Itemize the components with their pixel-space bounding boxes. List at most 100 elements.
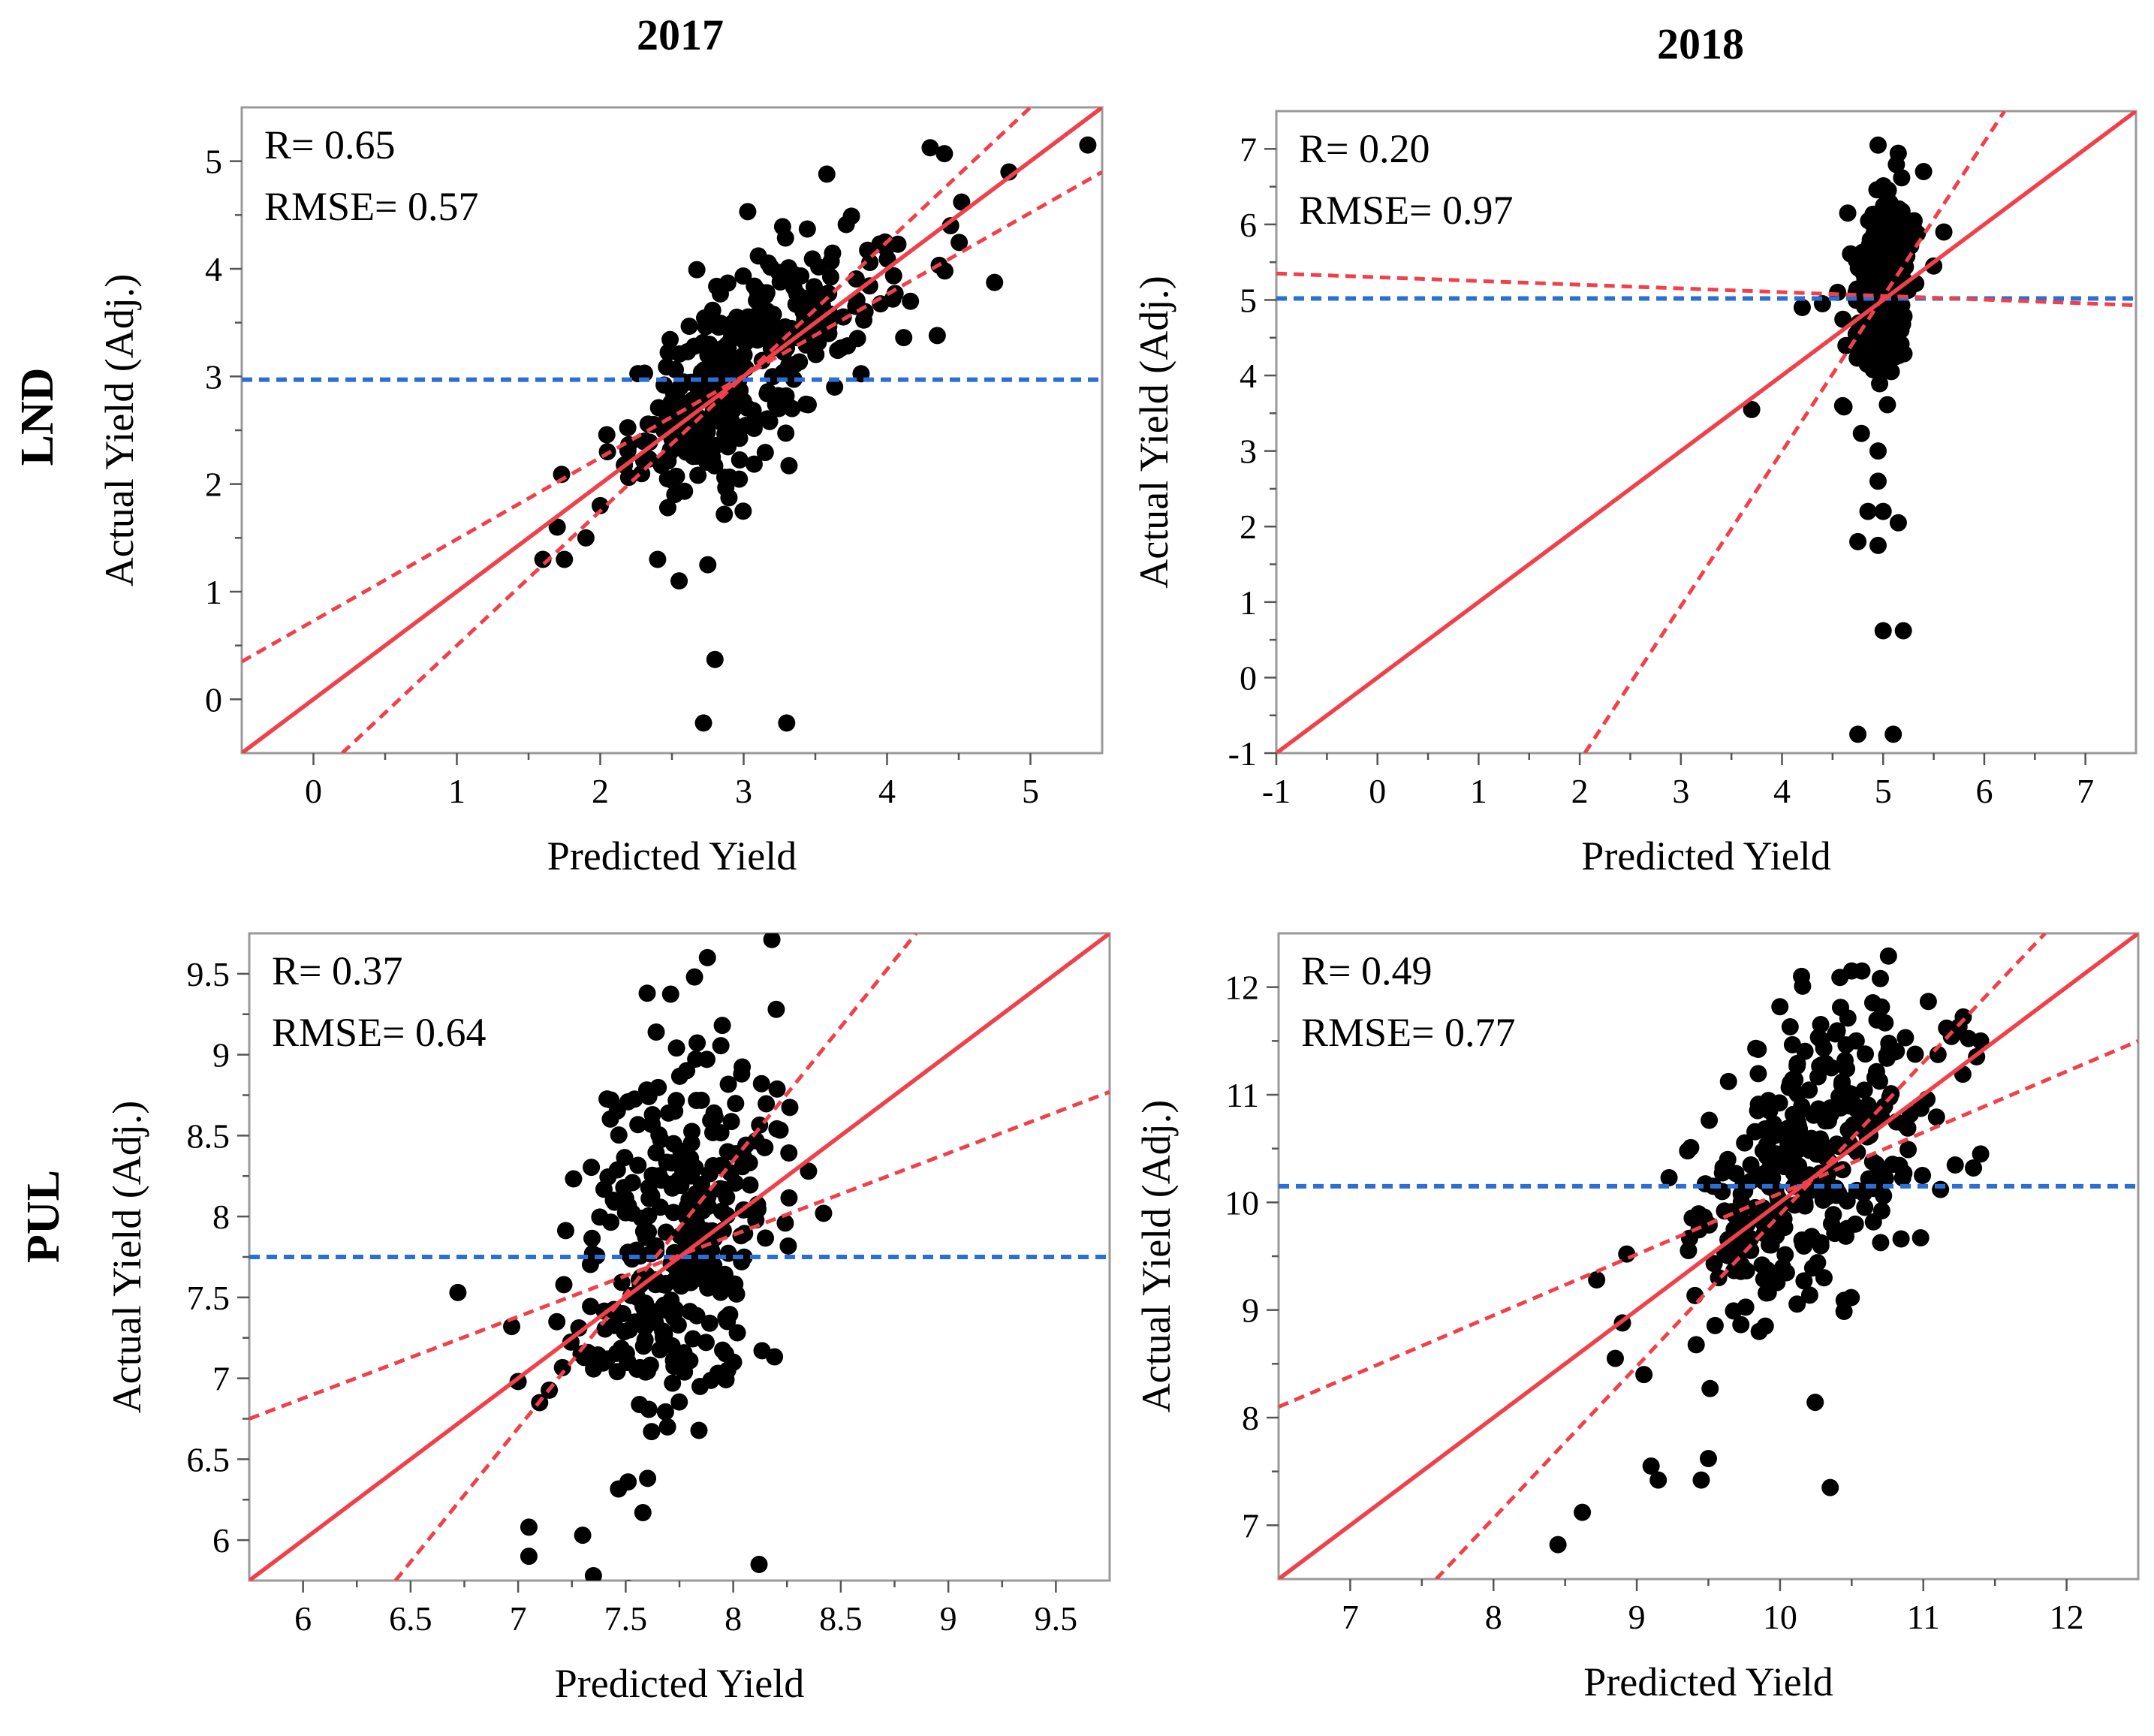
scatter-point bbox=[1889, 238, 1907, 256]
scatter-point bbox=[1758, 1284, 1776, 1302]
scatter-point bbox=[747, 1211, 765, 1229]
scatter-point bbox=[1821, 1099, 1839, 1117]
scatter-point bbox=[1972, 1145, 1990, 1163]
plot-area bbox=[242, 107, 1102, 753]
x-tick-label: 6.5 bbox=[389, 1599, 432, 1638]
scatter-point bbox=[1870, 1072, 1888, 1090]
scatter-point bbox=[1833, 396, 1851, 414]
x-tick-label: 3 bbox=[735, 772, 752, 810]
y-tick-label: 9 bbox=[1242, 1291, 1259, 1330]
scatter-point bbox=[1679, 1142, 1697, 1160]
scatter-point bbox=[1821, 1478, 1839, 1496]
scatter-point bbox=[582, 1297, 600, 1316]
scatter-point bbox=[1872, 345, 1890, 363]
scatter-point bbox=[1706, 1316, 1724, 1334]
scatter-point bbox=[763, 933, 781, 948]
x-tick-label: 2 bbox=[1571, 772, 1589, 810]
scatter-point bbox=[1761, 1102, 1779, 1120]
scatter-point bbox=[1899, 1119, 1917, 1137]
x-tick-label: 10 bbox=[1763, 1598, 1797, 1636]
scatter-point bbox=[583, 1229, 601, 1247]
scatter-point bbox=[638, 1081, 656, 1099]
scatter-point bbox=[1826, 1225, 1844, 1243]
scatter-point bbox=[716, 406, 734, 424]
scatter-point bbox=[1867, 1156, 1885, 1174]
rmse-annotation: RMSE= 0.97 bbox=[1299, 188, 1514, 233]
scatter-point bbox=[986, 273, 1004, 291]
scatter-point bbox=[1887, 200, 1905, 219]
x-tick-label: 1 bbox=[1470, 772, 1487, 810]
scatter-point bbox=[739, 203, 757, 221]
scatter-point bbox=[1911, 1228, 1930, 1246]
scatter-point bbox=[703, 1110, 722, 1128]
y-tick-label: 1 bbox=[1240, 583, 1257, 622]
scatter-point bbox=[794, 296, 812, 314]
scatter-point bbox=[709, 318, 728, 336]
scatter-point bbox=[565, 1170, 583, 1188]
scatter-point bbox=[1882, 1085, 1900, 1103]
panel-pul-2018: 7 8 9 10 11 12 7 8 9 10 11 12 Predicted Yield Actual … bbox=[1134, 932, 2140, 1704]
y-tick-label: 8 bbox=[212, 1198, 230, 1236]
scatter-point bbox=[712, 1124, 730, 1142]
scatter-point bbox=[935, 262, 953, 280]
scatter-point bbox=[577, 529, 595, 547]
scatter-point bbox=[691, 1377, 709, 1395]
scatter-point bbox=[1700, 1449, 1717, 1467]
scatter-point bbox=[1914, 162, 1933, 180]
y-tick-label: 3 bbox=[205, 357, 222, 396]
scatter-point bbox=[1946, 1156, 1964, 1174]
scatter-point bbox=[639, 1362, 657, 1380]
scatter-point bbox=[1914, 1166, 1932, 1184]
scatter-point bbox=[722, 1113, 740, 1131]
scatter-point bbox=[1806, 1394, 1824, 1412]
y-tick-label: 1 bbox=[205, 573, 222, 611]
scatter-point bbox=[1606, 1349, 1624, 1367]
scatter-point bbox=[1884, 309, 1902, 327]
scatter-point bbox=[1800, 1286, 1818, 1304]
scatter-point bbox=[619, 419, 637, 437]
scatter-point bbox=[649, 399, 667, 417]
x-tick-label: 7 bbox=[1342, 1598, 1359, 1636]
scatter-point bbox=[613, 1273, 631, 1291]
scatter-point bbox=[1869, 214, 1887, 232]
scatter-point bbox=[780, 457, 798, 475]
scatter-point bbox=[1786, 1071, 1804, 1089]
scatter-point bbox=[1875, 1186, 1893, 1204]
scatter-point bbox=[658, 499, 676, 517]
scatter-point bbox=[694, 1195, 712, 1213]
scatter-point bbox=[1890, 346, 1908, 364]
scatter-point bbox=[1820, 1112, 1838, 1130]
x-tick-label: 3 bbox=[1672, 772, 1689, 810]
x-tick-label: 9 bbox=[1628, 1598, 1646, 1636]
scatter-point bbox=[761, 412, 779, 430]
scatter-point bbox=[1746, 1123, 1764, 1141]
scatter-point bbox=[1876, 1169, 1894, 1187]
y-tick-label: 8.5 bbox=[187, 1117, 230, 1155]
scatter-point bbox=[1680, 1229, 1698, 1247]
scatter-point bbox=[1869, 536, 1887, 554]
scatter-point bbox=[649, 550, 667, 568]
scatter-point bbox=[670, 1067, 688, 1085]
scatter-point bbox=[1781, 1018, 1799, 1036]
scatter-point bbox=[752, 1074, 770, 1093]
scatter-point bbox=[555, 1276, 573, 1294]
scatter-point bbox=[1889, 144, 1907, 162]
scatter-point bbox=[829, 342, 847, 360]
scatter-point bbox=[1771, 998, 1789, 1016]
scatter-point bbox=[1752, 1171, 1770, 1189]
scatter-point bbox=[822, 252, 840, 270]
scatter-point bbox=[688, 1092, 706, 1110]
scatter-point bbox=[1079, 136, 1097, 154]
scatter-point bbox=[717, 479, 735, 497]
scatter-point bbox=[591, 1208, 609, 1226]
scatter-point bbox=[731, 451, 749, 469]
scatter-point bbox=[682, 373, 700, 391]
scatter-point bbox=[688, 447, 706, 465]
scatter-point bbox=[902, 292, 920, 310]
scatter-point bbox=[711, 285, 729, 303]
scatter-point bbox=[1793, 299, 1811, 317]
scatter-point bbox=[738, 324, 756, 342]
scatter-point bbox=[643, 1105, 661, 1123]
x-tick-label: 12 bbox=[2050, 1598, 2084, 1636]
scatter-point bbox=[681, 1303, 699, 1321]
